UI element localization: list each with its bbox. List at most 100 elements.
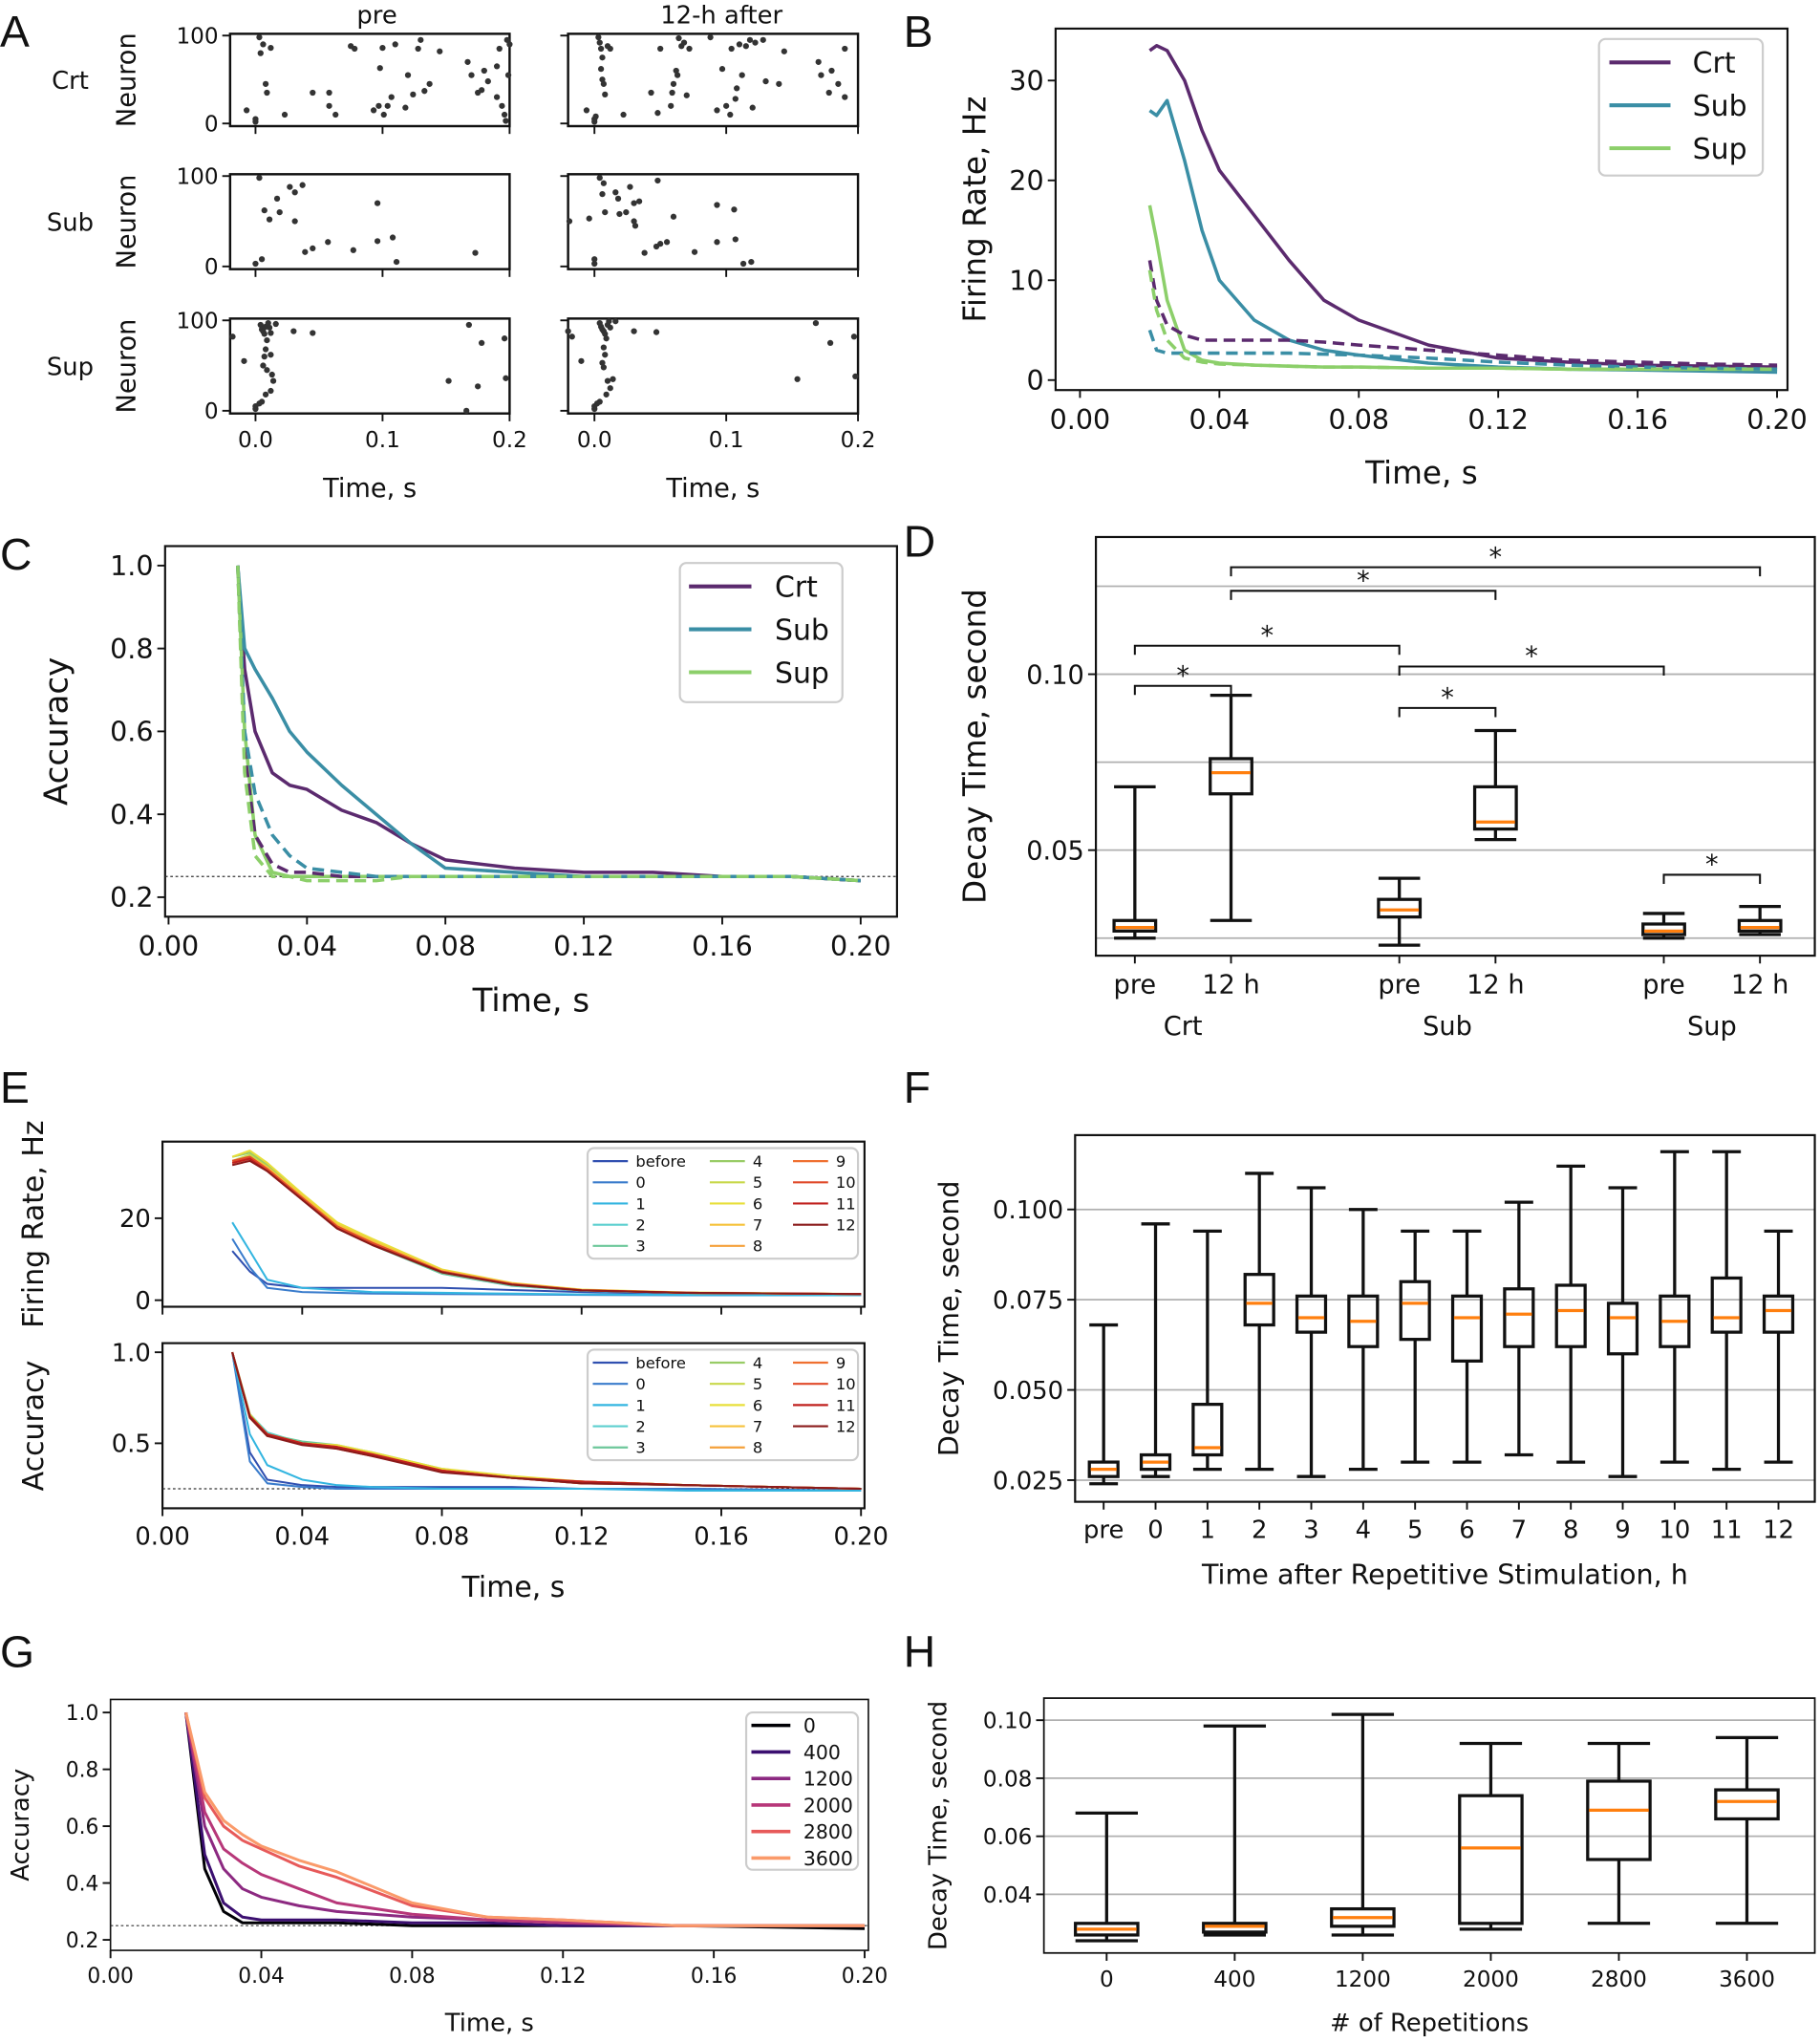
series-line [1147, 269, 1778, 372]
spike-dot [503, 36, 510, 43]
x-tick-label: 0.04 [1189, 403, 1251, 436]
spike-dot [257, 321, 264, 329]
legend-label: 3 [635, 1237, 645, 1256]
panel-c: 0.00 0.04 0.08 0.12 0.16 0.20 0.2 0.4 0.6 0.8 1.0 T… [38, 545, 898, 1021]
x-tick-label: 9 [1615, 1516, 1630, 1545]
legend-label: 10 [836, 1173, 856, 1192]
spike-dot [852, 373, 859, 380]
spike-dot [623, 208, 630, 216]
spike-dot [252, 116, 259, 122]
y-tick-label: 10 [1009, 265, 1043, 297]
x-tick-label: 0.04 [277, 930, 338, 962]
spike-dot [591, 256, 598, 263]
spike-dot [600, 180, 608, 186]
spike-dot [472, 249, 479, 256]
spike-dot [675, 34, 682, 42]
spike-dot [596, 39, 603, 46]
legend-label: 0 [635, 1173, 645, 1192]
legend-label: 7 [753, 1216, 762, 1235]
spike-dot [493, 94, 501, 100]
column-title: 12-h after [660, 1, 782, 30]
y-tick-label: 0.08 [983, 1767, 1033, 1792]
box-12 h [1737, 904, 1783, 936]
x-tick-label: 0.00 [1050, 403, 1111, 436]
spike-dot [612, 318, 619, 325]
spike-dot [404, 72, 412, 78]
x-tick-label: 12 h [1467, 971, 1525, 1000]
spike-dot [610, 376, 616, 382]
spike-dot [281, 111, 289, 118]
spike-dot [262, 391, 269, 398]
spike-dot [260, 362, 267, 369]
y-tick-label: 0.2 [110, 881, 153, 914]
spike-dot [260, 41, 267, 48]
spike-dot [718, 66, 726, 73]
spike-dot [290, 328, 297, 334]
spike-dot [379, 44, 386, 52]
legend-label: 6 [753, 1194, 762, 1213]
spike-dot [842, 45, 848, 53]
legend-label: 7 [753, 1417, 762, 1435]
x-tick-label: 10 [1659, 1516, 1690, 1545]
spike-dot [484, 77, 491, 85]
box-1 [1191, 1229, 1224, 1472]
x-tick-label: 0.12 [554, 1523, 610, 1552]
panel-f: pre 0 1 2 3 4 5 6 7 8 9 10 11 120.0250.0500.0750.100T… [932, 1133, 1816, 1590]
axes-frame [163, 545, 898, 918]
spike-dot [496, 45, 503, 53]
spike-dot [600, 364, 608, 371]
box-2000 [1458, 1741, 1524, 1931]
spike-dot [663, 239, 671, 246]
spike-dot [680, 39, 688, 46]
y-tick-label: 0.050 [993, 1377, 1063, 1406]
spike-dot [258, 398, 266, 405]
spike-dot [818, 72, 824, 78]
spike-dot [568, 333, 575, 340]
spike-dot [739, 260, 747, 268]
x-tick-label: 2800 [1591, 1968, 1647, 1992]
legend-label: 3 [635, 1439, 645, 1457]
spike-dot [258, 256, 266, 263]
x-tick-label: 0.16 [691, 1965, 737, 1989]
spike-dot [264, 367, 270, 374]
box-iqr [1450, 1294, 1484, 1363]
spike-dot [273, 195, 281, 203]
spike-dot [595, 33, 602, 41]
spike-dot [421, 88, 428, 95]
legend-label: 2800 [803, 1820, 853, 1843]
spike-dot [479, 339, 485, 347]
legend-label: 11 [836, 1194, 856, 1213]
panel-a: pre 12-h after Crt 0 100 Neuron Sub 0 100 Neuron S… [47, 1, 876, 503]
x-tick-label: 0.20 [842, 1965, 888, 1989]
spike-dot [794, 376, 801, 382]
spike-dot [465, 321, 472, 329]
spike-dot [631, 218, 637, 225]
x-tick-label: 7 [1511, 1516, 1527, 1545]
spike-dot [670, 80, 677, 87]
y-tick-label: 0.100 [993, 1196, 1063, 1225]
box-pre [1641, 912, 1686, 940]
spike-dot [749, 104, 756, 111]
spike-dot [591, 260, 598, 268]
spike-dot [691, 248, 698, 255]
x-tick-label: pre [1378, 971, 1421, 1000]
legend-label: 1200 [803, 1768, 853, 1791]
spike-dot [825, 89, 832, 97]
box-10 [1659, 1150, 1691, 1464]
x-tick-label: 0.04 [275, 1523, 331, 1552]
spike-dot [268, 371, 275, 378]
spike-dot [410, 91, 417, 97]
spike-dot [732, 236, 739, 243]
spike-dot [607, 385, 613, 392]
y-axis-label: Accuracy [7, 1769, 35, 1882]
spike-dot [739, 72, 745, 78]
x-tick-label: 0.08 [389, 1965, 435, 1989]
spike-dot [464, 58, 471, 65]
box-iqr [1377, 897, 1423, 919]
y-axis-label: Accuracy [38, 657, 76, 806]
axes-frame [567, 317, 860, 415]
y-tick-label: 0 [204, 399, 219, 424]
spike-dot [599, 359, 606, 366]
spike-dot [602, 352, 609, 358]
